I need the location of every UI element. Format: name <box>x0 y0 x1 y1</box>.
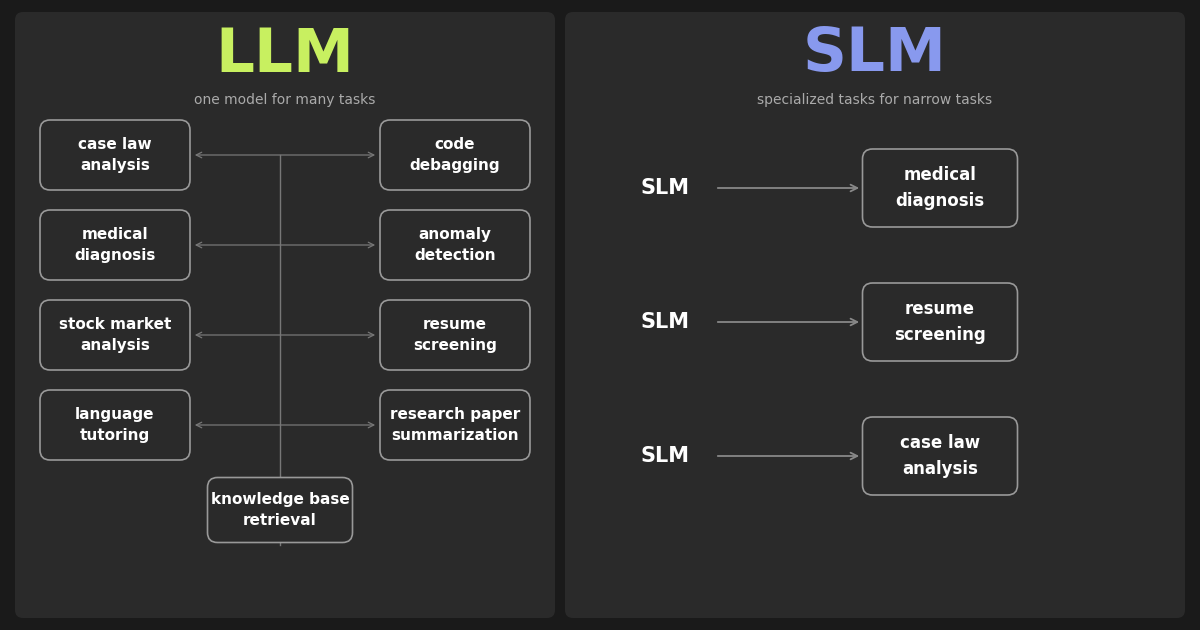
Text: one model for many tasks: one model for many tasks <box>194 93 376 107</box>
FancyBboxPatch shape <box>40 120 190 190</box>
Text: medical
diagnosis: medical diagnosis <box>895 166 984 210</box>
Text: code
debagging: code debagging <box>409 137 500 173</box>
Text: case law
analysis: case law analysis <box>900 435 980 478</box>
FancyBboxPatch shape <box>208 478 353 542</box>
Text: LLM: LLM <box>216 25 354 84</box>
FancyBboxPatch shape <box>380 300 530 370</box>
FancyBboxPatch shape <box>863 417 1018 495</box>
FancyBboxPatch shape <box>863 149 1018 227</box>
Text: case law
analysis: case law analysis <box>78 137 152 173</box>
Text: knowledge base
retrieval: knowledge base retrieval <box>211 492 349 528</box>
Text: resume
screening: resume screening <box>894 301 986 343</box>
Text: research paper
summarization: research paper summarization <box>390 407 520 443</box>
Text: resume
screening: resume screening <box>413 317 497 353</box>
FancyBboxPatch shape <box>380 210 530 280</box>
Text: SLM: SLM <box>641 446 690 466</box>
Text: language
tutoring: language tutoring <box>76 407 155 443</box>
FancyBboxPatch shape <box>40 300 190 370</box>
FancyBboxPatch shape <box>863 283 1018 361</box>
Text: medical
diagnosis: medical diagnosis <box>74 227 156 263</box>
FancyBboxPatch shape <box>380 120 530 190</box>
FancyBboxPatch shape <box>380 390 530 460</box>
Text: anomaly
detection: anomaly detection <box>414 227 496 263</box>
Text: SLM: SLM <box>641 312 690 332</box>
FancyBboxPatch shape <box>40 390 190 460</box>
Text: stock market
analysis: stock market analysis <box>59 317 172 353</box>
Text: SLM: SLM <box>803 25 947 84</box>
Text: SLM: SLM <box>641 178 690 198</box>
FancyBboxPatch shape <box>565 12 1186 618</box>
FancyBboxPatch shape <box>14 12 554 618</box>
FancyBboxPatch shape <box>40 210 190 280</box>
Text: specialized tasks for narrow tasks: specialized tasks for narrow tasks <box>757 93 992 107</box>
